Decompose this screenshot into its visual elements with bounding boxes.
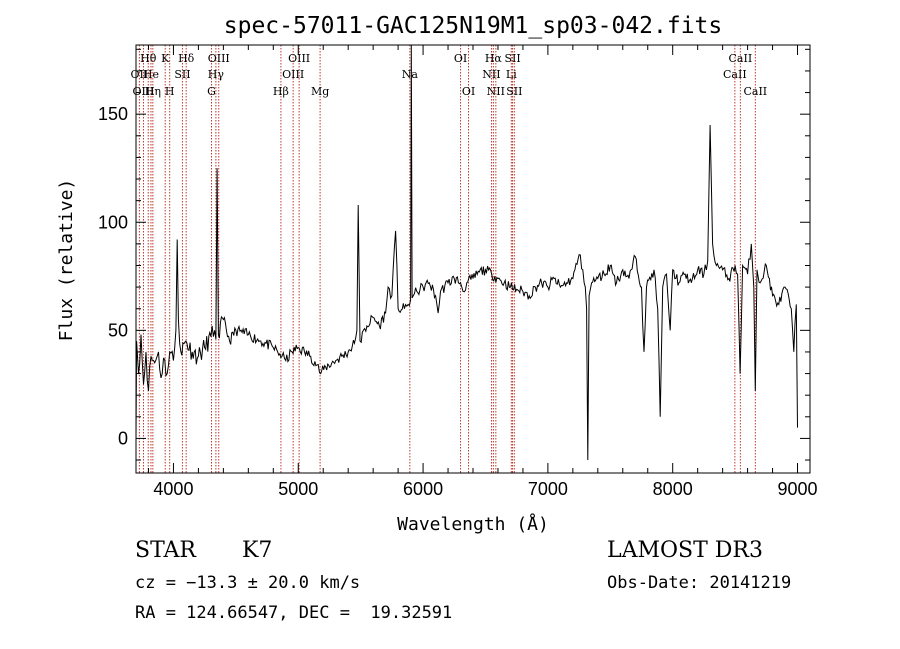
line-label: NII — [482, 68, 500, 81]
plot-frame — [135, 44, 811, 474]
y-tick-label: 150 — [98, 104, 128, 124]
line-label: Hθ — [140, 52, 157, 65]
line-label: Hα — [485, 52, 503, 65]
y-tick-label: 100 — [98, 212, 128, 232]
line-label: CaII — [723, 68, 747, 81]
redshift-text: cz = −13.3 ± 20.0 km/s — [135, 573, 361, 593]
x-axis: 4000 5000 6000 7000 8000 9000 — [147, 45, 818, 499]
y-tick-label: 50 — [108, 320, 128, 340]
line-label: OI — [462, 85, 475, 98]
line-label: OIII — [282, 68, 304, 81]
line-label: H — [165, 85, 175, 98]
coordinates-text: RA = 124.66547, DEC = 19.32591 — [135, 603, 453, 623]
line-label: Na — [402, 68, 419, 81]
line-label: NII — [487, 85, 505, 98]
survey-name: LAMOST DR3 — [607, 538, 763, 563]
line-label: Hη — [145, 85, 161, 98]
line-label: G — [207, 85, 216, 98]
x-tick-label: 4000 — [153, 479, 193, 499]
x-tick-label: 7000 — [528, 479, 568, 499]
line-label: Hγ — [208, 68, 225, 81]
line-label: OII — [131, 68, 149, 81]
object-type: STAR — [135, 538, 196, 563]
y-axis-label: Flux (relative) — [56, 179, 77, 342]
line-label: OI — [454, 52, 467, 65]
line-label: SII — [174, 68, 190, 81]
line-label: SII — [506, 85, 522, 98]
line-label: Hβ — [273, 85, 289, 98]
line-label: He — [143, 68, 159, 81]
x-axis-label: Wavelength (Å) — [397, 513, 549, 535]
line-label: Mg — [311, 85, 329, 98]
line-label: Hδ — [178, 52, 195, 65]
emission-line-labels: Hθ OII OIII He Hη K H SII Hδ OIII Hγ G Hβ OIII OIII Mg N… — [131, 52, 768, 98]
line-label: CaII — [743, 85, 767, 98]
line-label: OIII — [132, 85, 154, 98]
x-tick-label: 6000 — [403, 479, 443, 499]
line-label: OIII — [288, 52, 310, 65]
x-tick-label: 5000 — [278, 479, 318, 499]
observation-date: Obs-Date: 20141219 — [607, 573, 792, 593]
line-label: CaII — [729, 52, 753, 65]
spectrum-line — [135, 44, 798, 461]
emission-line-markers — [138, 45, 756, 473]
line-label: OIII — [208, 52, 230, 65]
x-tick-label: 8000 — [653, 479, 693, 499]
line-label: Li — [506, 68, 517, 81]
spectral-subclass: K7 — [242, 538, 273, 563]
x-tick-label: 9000 — [777, 479, 817, 499]
y-tick-label: 0 — [118, 428, 128, 448]
line-label: SII — [504, 52, 520, 65]
y-axis: 0 50 100 150 — [98, 48, 810, 461]
chart-title: spec-57011-GAC125N19M1_sp03-042.fits — [224, 13, 723, 39]
line-label: K — [161, 52, 170, 65]
